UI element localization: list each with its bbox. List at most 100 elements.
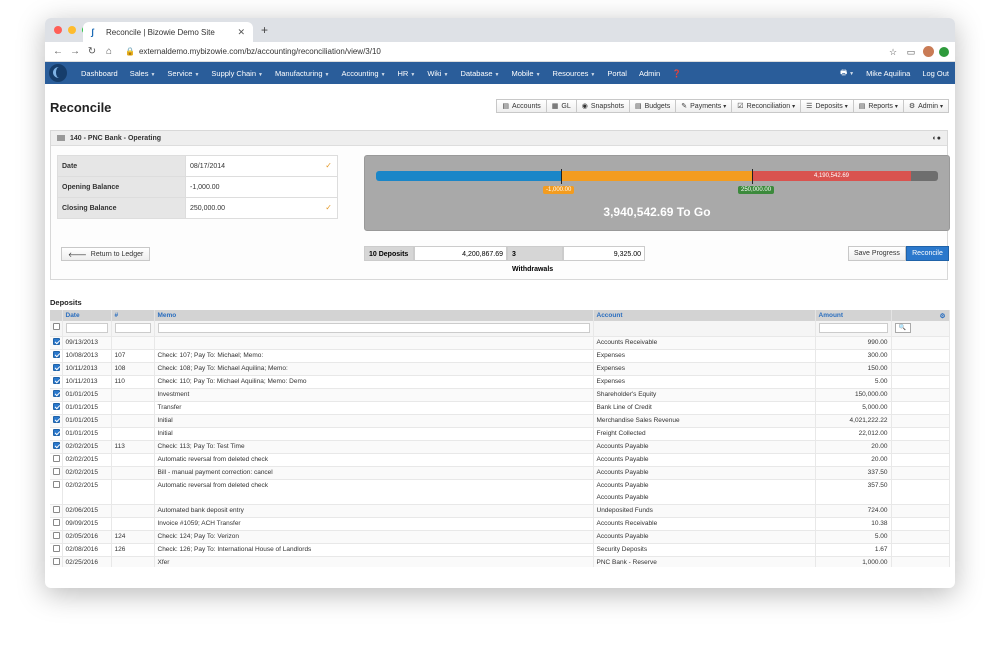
nav-item-mobile[interactable]: Mobile ▼ (506, 69, 547, 78)
table-row[interactable]: 02/05/2016 124 Check: 124; Pay To: Verizon… (50, 530, 950, 544)
table-row[interactable]: 09/13/2013 Accounts Receivable 990.00 (50, 336, 950, 350)
select-all-checkbox[interactable] (53, 322, 60, 330)
column-header-date[interactable]: Date (62, 310, 112, 321)
table-row[interactable]: 09/09/2015 Invoice #1059; ACH Transfer Acc… (50, 517, 950, 531)
profile-avatar[interactable] (923, 46, 934, 57)
column-header-amount[interactable]: Amount (815, 310, 892, 321)
date-field[interactable]: 08/17/2014 ✓ (185, 155, 338, 177)
nav-item-supply-chain[interactable]: Supply Chain ▼ (205, 69, 269, 78)
table-row[interactable]: 02/06/2015 Automated bank deposit entry Un… (50, 504, 950, 518)
row-checkbox[interactable] (53, 390, 60, 398)
reconcile-button[interactable]: Reconcile (906, 246, 949, 261)
column-header-number[interactable]: # (111, 310, 155, 321)
printer-icon[interactable]: 🖶 ▼ (840, 67, 855, 77)
column-header-memo[interactable]: Memo (154, 310, 594, 321)
nav-item-wiki[interactable]: Wiki ▼ (421, 69, 454, 78)
toolbar-button-reconciliation[interactable]: ☑ Reconciliation ▾ (731, 99, 802, 113)
table-row[interactable]: 10/11/2013 108 Check: 108; Pay To: Michael… (50, 362, 950, 376)
table-row[interactable]: 10/11/2013 110 Check: 110; Pay To: Michael… (50, 375, 950, 389)
help-icon[interactable]: ❓ (672, 68, 682, 78)
row-checkbox[interactable] (53, 442, 60, 450)
table-row[interactable]: 01/01/2015 Initial Freight Collected 22,012… (50, 427, 950, 441)
extension-icon[interactable] (939, 46, 949, 57)
row-checkbox[interactable] (53, 429, 60, 437)
row-checkbox[interactable] (53, 558, 60, 566)
browser-tab-strip: ʃ Reconcile | Bizowie Demo Site ✕ + (45, 18, 955, 42)
table-row[interactable]: 02/02/2015 113 Check: 113; Pay To: Test Ti… (50, 440, 950, 454)
table-row[interactable]: 02/02/2015 Bill - manual payment correcti… (50, 466, 950, 480)
nav-item-database[interactable]: Database ▼ (454, 69, 505, 78)
nav-item-service[interactable]: Service ▼ (161, 69, 205, 78)
deposits-total: 4,200,867.69 (414, 246, 507, 261)
search-icon[interactable]: 🔍 (894, 323, 911, 333)
row-checkbox[interactable] (53, 545, 60, 553)
tab-close-icon[interactable]: ✕ (237, 26, 245, 37)
row-checkbox[interactable] (53, 455, 60, 463)
toolbar-button-admin[interactable]: ⚙ Admin ▾ (902, 99, 949, 113)
home-icon[interactable]: ⌂ (105, 46, 113, 57)
nav-item-resources[interactable]: Resources ▼ (547, 69, 602, 78)
row-checkbox[interactable] (53, 506, 60, 514)
table-row[interactable]: 01/01/2015 Initial Merchandise Sales Reven… (50, 414, 950, 428)
toolbar-button-label: Deposits (815, 102, 843, 110)
table-row[interactable]: 02/08/2016 126 Check: 126; Pay To: Interna… (50, 543, 950, 557)
table-row[interactable]: 02/25/2016 Xfer PNC Bank - Reserve 1,000.00 (50, 556, 950, 567)
nav-item-portal[interactable]: Portal (601, 69, 633, 78)
nav-item-hr[interactable]: HR ▼ (392, 69, 422, 78)
user-name[interactable]: Mike Aquilina (866, 68, 911, 78)
nav-item-accounting[interactable]: Accounting ▼ (335, 69, 391, 78)
nav-item-sales[interactable]: Sales ▼ (124, 69, 162, 78)
close-window-icon[interactable] (54, 26, 62, 34)
filter-number-input[interactable] (114, 323, 151, 333)
forward-icon[interactable]: → (70, 46, 80, 57)
toolbar-button-gl[interactable]: ▦ GL (545, 99, 577, 113)
row-checkbox[interactable] (53, 532, 60, 540)
row-checkbox[interactable] (53, 468, 60, 476)
toolbar-button-payments[interactable]: ✎ Payments ▾ (675, 99, 733, 113)
column-header-account[interactable]: Account (593, 310, 816, 321)
row-checkbox[interactable] (53, 364, 60, 372)
cell-memo: Automated bank deposit entry (154, 504, 594, 518)
filter-memo-input[interactable] (157, 323, 590, 333)
bizowie-logo-icon[interactable] (49, 64, 67, 82)
table-row[interactable]: 01/01/2015 Investment Shareholder's Equity… (50, 388, 950, 402)
reload-icon[interactable]: ↻ (87, 46, 97, 57)
row-checkbox[interactable] (53, 403, 60, 411)
table-row[interactable]: 02/02/2015 Automatic reversal from delete… (50, 453, 950, 467)
nav-item-admin[interactable]: Admin (633, 69, 666, 78)
back-icon[interactable]: ← (53, 46, 63, 57)
new-tab-icon[interactable]: + (261, 23, 269, 37)
url-field[interactable]: 🔒 externaldemo.mybizowie.com/bz/accountin… (125, 47, 881, 56)
nav-item-label: Wiki (427, 68, 442, 78)
toolbar-button-reports[interactable]: ▤ Reports ▾ (852, 99, 904, 113)
table-row[interactable]: 02/02/2015 Automatic reversal from delete… (50, 479, 950, 505)
nav-item-dashboard[interactable]: Dashboard (75, 69, 124, 78)
toolbar-button-budgets[interactable]: ▤ Budgets (628, 99, 677, 113)
row-checkbox[interactable] (53, 416, 60, 424)
cast-icon[interactable]: ▭ (906, 46, 916, 57)
row-checkbox[interactable] (53, 351, 60, 359)
closing-balance-field[interactable]: 250,000.00 ✓ (185, 197, 338, 219)
row-checkbox[interactable] (53, 519, 60, 527)
row-checkbox[interactable] (53, 481, 60, 489)
panel-controls-icon[interactable]: ◐● (932, 134, 941, 142)
row-checkbox[interactable] (53, 338, 60, 346)
toolbar-button-snapshots[interactable]: ◉ Snapshots (575, 99, 630, 113)
browser-tab[interactable]: ʃ Reconcile | Bizowie Demo Site ✕ (83, 22, 253, 42)
filter-amount-input[interactable] (818, 323, 888, 333)
nav-item-manufacturing[interactable]: Manufacturing ▼ (269, 69, 335, 78)
save-progress-button[interactable]: Save Progress (848, 246, 906, 261)
column-settings-icon[interactable]: ⚙ (891, 310, 950, 321)
logout-link[interactable]: Log Out (922, 68, 949, 78)
return-to-ledger-button[interactable]: 🡐 Return to Ledger (61, 247, 151, 261)
edit-pencil-icon[interactable]: ✓ (325, 203, 332, 212)
star-icon[interactable]: ☆ (888, 46, 898, 57)
toolbar-button-accounts[interactable]: ▤ Accounts (496, 99, 547, 113)
table-row[interactable]: 10/08/2013 107 Check: 107; Pay To: Michael… (50, 349, 950, 363)
filter-date-input[interactable] (65, 323, 108, 333)
table-row[interactable]: 01/01/2015 Transfer Bank Line of Credit 5,0… (50, 401, 950, 415)
minimize-window-icon[interactable] (68, 26, 76, 34)
toolbar-button-deposits[interactable]: ☰ Deposits ▾ (800, 99, 854, 113)
edit-pencil-icon[interactable]: ✓ (325, 161, 332, 170)
row-checkbox[interactable] (53, 377, 60, 385)
